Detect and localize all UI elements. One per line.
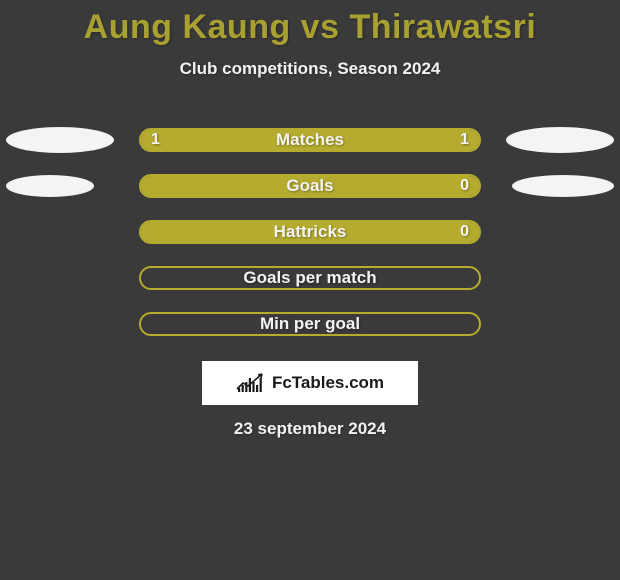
stat-rows: Matches 1 1 Goals 0 Hattricks 0 Goals per match… (0, 117, 620, 347)
stat-label: Hattricks (274, 222, 347, 242)
right-ellipse (506, 127, 614, 153)
logo-text: FcTables.com (272, 373, 384, 393)
stat-row: Hattricks 0 (0, 209, 620, 255)
stat-value-right: 0 (460, 177, 469, 195)
stat-bar: Goals 0 (139, 174, 481, 198)
stat-value-left: 1 (151, 131, 160, 149)
stat-value-right: 1 (460, 131, 469, 149)
stat-label: Matches (276, 130, 344, 150)
stat-label: Goals (286, 176, 333, 196)
footer-date: 23 september 2024 (0, 419, 620, 439)
page-subtitle: Club competitions, Season 2024 (0, 59, 620, 79)
left-ellipse (6, 175, 94, 197)
stat-bar: Goals per match (139, 266, 481, 290)
logo-chart-icon (236, 372, 266, 394)
stat-row: Matches 1 1 (0, 117, 620, 163)
stat-value-right: 0 (460, 223, 469, 241)
right-ellipse (512, 175, 614, 197)
stat-row: Goals 0 (0, 163, 620, 209)
stat-bar: Hattricks 0 (139, 220, 481, 244)
page-title: Aung Kaung vs Thirawatsri (0, 0, 620, 47)
left-ellipse (6, 127, 114, 153)
stat-label: Goals per match (243, 268, 376, 288)
logo-box: FcTables.com (202, 361, 418, 405)
stat-label: Min per goal (260, 314, 360, 334)
comparison-infographic: Aung Kaung vs Thirawatsri Club competiti… (0, 0, 620, 580)
stat-row: Min per goal (0, 301, 620, 347)
stat-bar: Matches 1 1 (139, 128, 481, 152)
stat-row: Goals per match (0, 255, 620, 301)
stat-bar: Min per goal (139, 312, 481, 336)
